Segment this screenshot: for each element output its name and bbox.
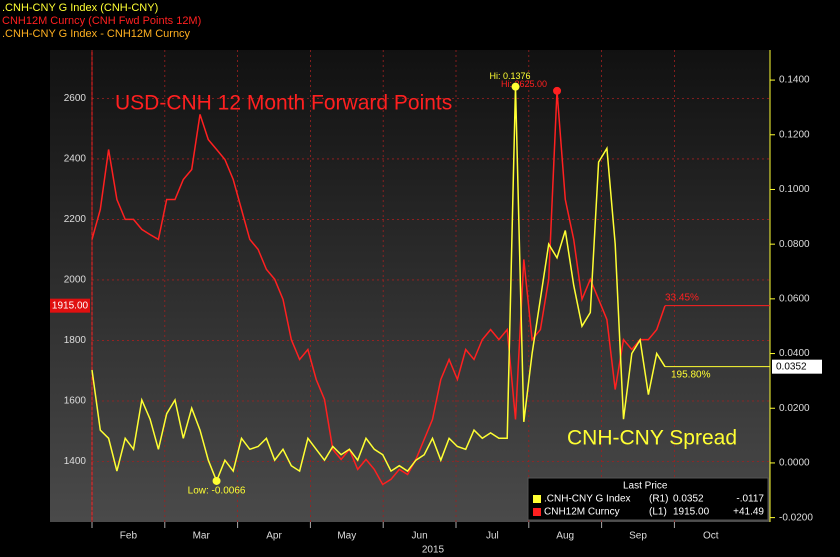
y-tick-label: 1400 bbox=[64, 456, 87, 467]
yellow-title: CNH-CNY Spread bbox=[567, 427, 737, 450]
x-tick-label: Sep bbox=[629, 531, 647, 542]
last-price-title: Last Price bbox=[623, 481, 668, 492]
hi-marker bbox=[511, 82, 520, 91]
plot-background bbox=[50, 50, 770, 522]
row-change: -.0117 bbox=[736, 494, 764, 505]
y-tick-label: 1800 bbox=[64, 335, 87, 346]
hi-label: Hi: 2625.00 bbox=[501, 79, 547, 89]
y2-tick-label: -0.0200 bbox=[779, 512, 813, 523]
x-tick-label: Feb bbox=[120, 531, 138, 542]
y-tick-label: 2400 bbox=[64, 154, 87, 165]
row-swatch bbox=[533, 495, 541, 503]
y-tick-label: 2200 bbox=[64, 214, 87, 225]
row-change: +41.49 bbox=[733, 507, 764, 518]
x-tick-label: Aug bbox=[556, 531, 574, 542]
y2-tick-label: 0.1000 bbox=[779, 184, 810, 195]
row-last: 0.0352 bbox=[673, 494, 704, 505]
pct-label: 33.45% bbox=[665, 292, 699, 303]
red-title: USD-CNH 12 Month Forward Points bbox=[115, 92, 452, 115]
y-tick-label: 2000 bbox=[64, 275, 87, 286]
x-tick-label: Jul bbox=[486, 531, 499, 542]
row-last: 1915.00 bbox=[673, 507, 710, 518]
x-tick-label: May bbox=[337, 531, 356, 542]
last-tag-label: 1915.00 bbox=[52, 300, 89, 311]
y2-tick-label: 0.1400 bbox=[779, 75, 810, 86]
hi-label: Hi: 0.1376 bbox=[490, 71, 531, 81]
pct-label: 195.80% bbox=[671, 369, 711, 380]
hi-marker bbox=[553, 86, 562, 95]
legend-entry: CNH12M Curncy (CNH Fwd Points 12M) bbox=[2, 15, 201, 27]
x-tick-label: Mar bbox=[193, 531, 211, 542]
last-tag bbox=[50, 298, 90, 313]
row-axis: (R1) bbox=[649, 494, 668, 505]
legend-entry: .CNH-CNY G Index (CNH-CNY) bbox=[2, 2, 158, 14]
row-name: CNH12M Curncy bbox=[544, 507, 620, 518]
y-tick-label: 1600 bbox=[64, 396, 87, 407]
series-line bbox=[91, 86, 666, 484]
row-axis: (L1) bbox=[649, 507, 667, 518]
x-axis-band bbox=[0, 522, 840, 557]
last-tag bbox=[772, 359, 822, 374]
y2-tick-label: 0.0600 bbox=[779, 293, 810, 304]
series-line bbox=[91, 90, 666, 486]
x-tick-label: Jun bbox=[412, 531, 428, 542]
y2-tick-label: 0.0200 bbox=[779, 403, 810, 414]
y2-tick-label: 0.0800 bbox=[779, 239, 810, 250]
x-tick-label: Oct bbox=[703, 531, 719, 542]
x-tick-label: Apr bbox=[266, 531, 282, 542]
last-price-box bbox=[527, 477, 769, 521]
low-marker bbox=[212, 476, 221, 485]
last-tag-label: 0.0352 bbox=[776, 361, 807, 372]
y2-tick-label: 0.0000 bbox=[779, 458, 810, 469]
y2-tick-label: 0.1200 bbox=[779, 129, 810, 140]
low-label: Low: -0.0066 bbox=[188, 486, 246, 497]
y-tick-label: 2600 bbox=[64, 93, 87, 104]
y2-tick-label: 0.0400 bbox=[779, 348, 810, 359]
x-year-label: 2015 bbox=[422, 545, 445, 556]
legend-entry: .CNH-CNY G Index - CNH12M Curncy bbox=[2, 28, 191, 40]
row-name: .CNH-CNY G Index bbox=[544, 494, 631, 505]
row-swatch bbox=[533, 508, 541, 516]
